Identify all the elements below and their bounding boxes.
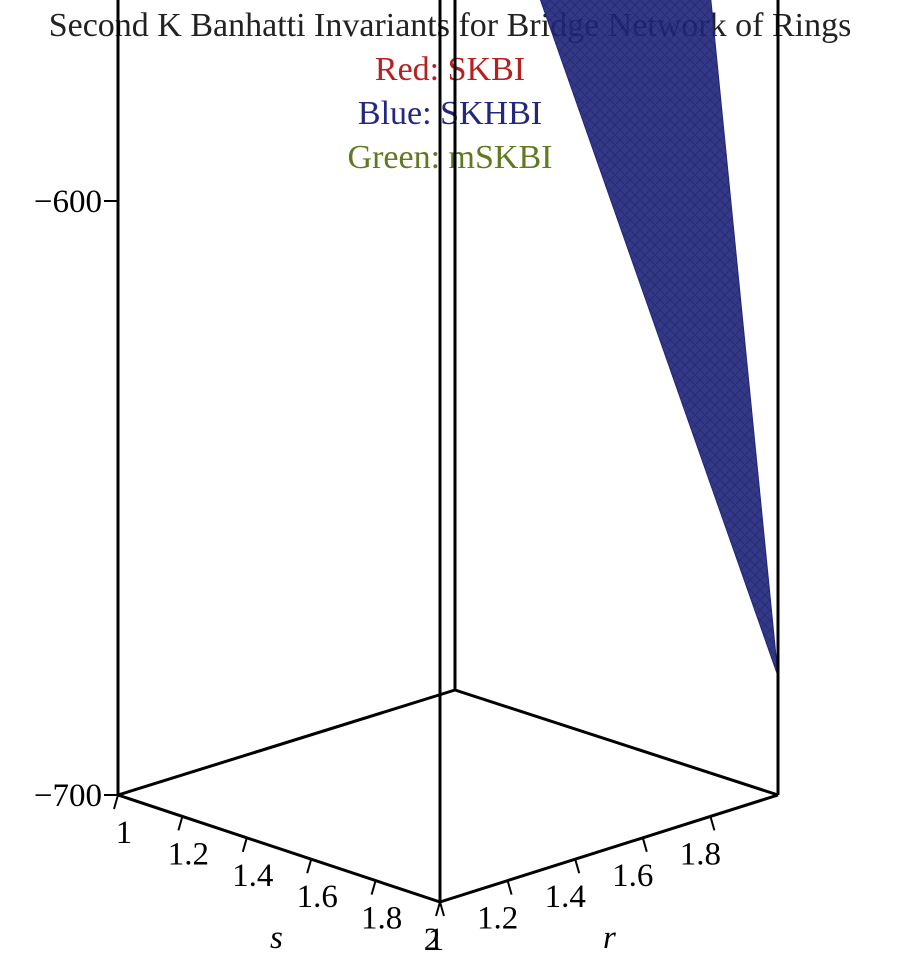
s-tick-label: 1.8: [361, 901, 402, 937]
r-axis-label: r: [603, 920, 616, 956]
legend-red: Red: SKBI: [374, 51, 526, 88]
s-tick-mark: [370, 880, 377, 895]
chart-title: Second K Banhatti Invariants for Bridge …: [48, 7, 852, 44]
s-tick-mark: [435, 901, 441, 917]
s-tick-label: 1.4: [232, 858, 273, 894]
r-tick-label: 1.8: [680, 836, 721, 872]
box-edge: [117, 688, 456, 797]
s-tick-mark: [113, 794, 119, 810]
s-axis-label: s: [270, 920, 283, 956]
r-tick-label: 1.2: [477, 901, 518, 937]
s-tick-mark: [241, 837, 248, 853]
r-tick-label: 1: [428, 922, 445, 958]
r-tick-mark: [641, 837, 648, 853]
r-tick-mark: [439, 901, 445, 917]
r-tick-label: 1.4: [545, 879, 586, 915]
surface-mesh-skhbi: [540, 0, 778, 677]
r-tick-mark: [709, 816, 716, 831]
s-tick-mark: [177, 816, 184, 831]
r-tick-label: 1.6: [612, 858, 653, 894]
box-edge: [454, 688, 779, 797]
legend-green: Green: mSKBI: [347, 139, 553, 176]
s-tick-mark: [306, 858, 313, 874]
z-tick-label: −700: [34, 778, 102, 814]
s-tick-label: 1: [116, 815, 133, 851]
s-tick-label: 2: [424, 922, 441, 958]
s-tick-label: 1.2: [168, 836, 209, 872]
r-tick-mark: [574, 858, 581, 874]
legend-blue: Blue: SKHBI: [357, 95, 543, 132]
r-tick-mark: [506, 880, 513, 895]
box-edge: [117, 793, 441, 904]
s-tick-label: 1.6: [297, 879, 338, 915]
z-tick-label: −600: [34, 184, 102, 220]
box-edge: [439, 793, 779, 904]
chart-titles: Second K Banhatti Invariants for Bridge …: [0, 4, 900, 180]
